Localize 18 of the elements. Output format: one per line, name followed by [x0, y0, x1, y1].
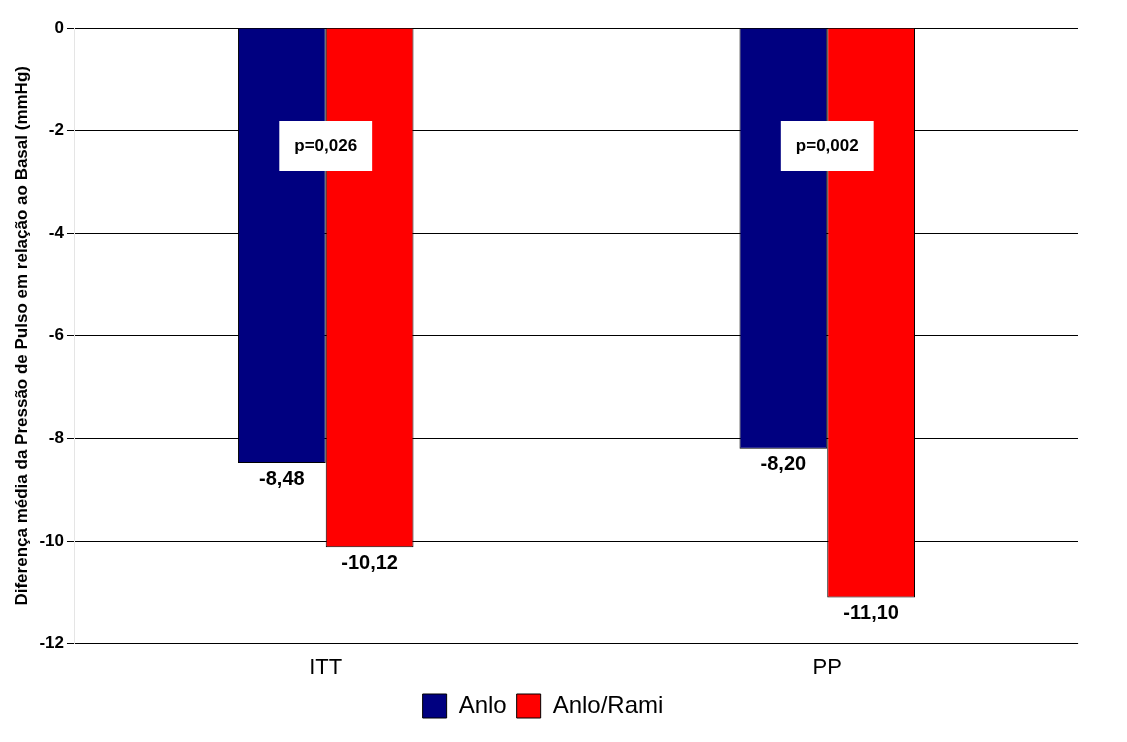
legend-label: Anlo/Rami	[552, 690, 664, 718]
y-axis-title: Diferença média da Pressão de Pulso em relação ao Basal (mmHg)	[11, 66, 31, 606]
data-label: -8,48	[259, 466, 305, 489]
y-tick-label: -6	[48, 325, 64, 345]
annotation: p=0,002	[795, 135, 859, 155]
legend-label: Anlo	[458, 690, 507, 718]
x-tick-label: PP	[812, 653, 842, 679]
y-tick-label: -10	[39, 530, 64, 550]
y-tick-label: 0	[54, 17, 64, 37]
data-label: -8,20	[760, 452, 807, 475]
annotation: p=0,026	[294, 135, 358, 155]
y-tick-label: -4	[48, 222, 65, 242]
y-tick-label: -8	[48, 428, 64, 448]
y-tick-label: -12	[39, 633, 64, 653]
data-label: -11,10	[843, 600, 899, 623]
data-label: -10,12	[341, 550, 398, 573]
y-tick-label: -2	[48, 120, 64, 140]
x-tick-label: ITT	[309, 653, 343, 679]
